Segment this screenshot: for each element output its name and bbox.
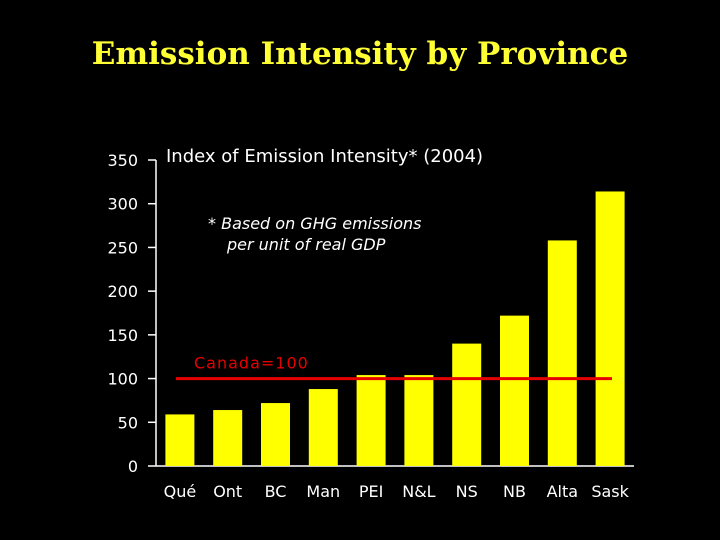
- y-axis: 0 50 100 150 200 250 300 350: [107, 151, 157, 476]
- x-tick-label: Man: [306, 482, 340, 501]
- x-tick-label: BC: [265, 482, 287, 501]
- bar-series: [165, 191, 625, 466]
- x-tick-label: N&L: [402, 482, 435, 501]
- bar-ont: [213, 410, 243, 466]
- bar-nl: [404, 375, 434, 466]
- x-tick-label: Ont: [213, 482, 242, 501]
- x-tick-label: Alta: [547, 482, 578, 501]
- bar-sask: [595, 191, 625, 466]
- bar-man: [308, 389, 338, 466]
- reference-line-group: Canada=100: [176, 354, 612, 381]
- x-tick-label: Qué: [164, 482, 197, 501]
- y-tick-label: 100: [107, 370, 138, 389]
- x-tick-label: NS: [456, 482, 478, 501]
- bar-qu: [165, 414, 195, 466]
- y-tick-label: 50: [118, 413, 138, 432]
- bar-bc: [261, 403, 290, 466]
- x-axis: Qué Ont BC Man PEI N&L NS NB Alta Sask: [156, 465, 634, 501]
- y-tick-label: 350: [107, 151, 138, 170]
- y-tick-label: 200: [107, 282, 138, 301]
- annotations: Index of Emission Intensity* (2004) * Bas…: [166, 146, 483, 254]
- chart-title: Emission Intensity by Province: [91, 36, 629, 72]
- y-tick-label: 150: [107, 326, 138, 345]
- x-tick-label: PEI: [359, 482, 383, 501]
- y-tick-label: 250: [107, 238, 138, 257]
- y-tick-label: 300: [107, 195, 138, 214]
- footnote-line-2: per unit of real GDP: [226, 235, 386, 254]
- x-tick-label: Sask: [591, 482, 629, 501]
- x-tick-label: NB: [503, 482, 526, 501]
- y-tick-label: 0: [128, 457, 138, 476]
- bar-nb: [500, 315, 529, 466]
- footnote-line-1: * Based on GHG emissions: [208, 214, 421, 233]
- bar-alta: [547, 240, 577, 466]
- bar-pei: [356, 375, 386, 466]
- reference-line-label: Canada=100: [194, 354, 309, 373]
- chart-subtitle: Index of Emission Intensity* (2004): [166, 146, 483, 167]
- bar-ns: [452, 343, 482, 466]
